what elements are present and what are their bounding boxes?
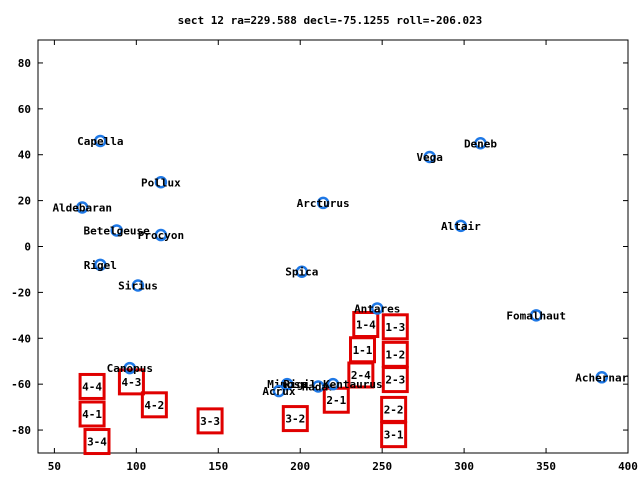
sector-box [380,421,408,449]
x-tick-label: 400 [618,460,638,473]
axis-ticks: 50 100 150 200 250 300 350 400 -80 -60 -40 -20 0 20 40… [11,40,638,473]
sector-box-label: 2-1 [326,394,346,407]
x-tick-label: 50 [48,460,61,473]
x-tick-label: 350 [536,460,556,473]
star-marker [154,176,168,189]
star-label: Acrux [262,385,295,398]
star-label: Betelgeuse [84,224,151,237]
sector-box [78,372,106,400]
star-marker [272,384,286,398]
star-marker [76,201,89,214]
sector-box-label: 4-1 [82,408,102,421]
sector-box [117,368,145,396]
sector-box [281,405,309,433]
star-label: Canopus [107,362,153,375]
star-label: Procyon [138,229,184,242]
sector-box [381,313,409,341]
sector-box-label: 1-3 [385,321,405,334]
sector-box-label: 1-1 [353,344,373,357]
sector-box-label: 3-2 [285,413,305,426]
y-tick-label: 40 [18,149,31,162]
star-marker [312,380,325,393]
y-tick-label: 60 [18,103,31,116]
sector-box-label: 3-1 [384,429,404,442]
star-label: Capella [77,135,123,148]
sector-box [347,361,375,389]
sector-box [381,366,409,394]
sector-box [196,407,224,435]
sector-box-label: 4-2 [144,399,164,412]
y-tick-label: -60 [11,378,31,391]
y-tick-label: -40 [11,332,31,345]
sector-boxes: 1-4 1-31-1 1-22-4 2-32-12-23-13-23-34-4 4-34… [78,311,409,456]
y-tick-label: 80 [18,57,31,70]
star-marker [123,361,137,375]
star-marker [316,196,330,210]
star-label: Rigil Kentaurus [283,378,382,391]
sector-box-label: 2-2 [384,403,404,416]
star-label: Deneb [464,137,497,150]
star-marker [371,302,384,315]
star-label: Vega [416,151,443,164]
chart-title: sect 12 ra=229.588 decl=-75.1255 roll=-2… [178,14,483,27]
sector-box-label: 3-4 [87,436,107,449]
star-marker [595,371,609,384]
sector-box-label: 2-4 [351,369,371,382]
star-label: Altair [441,220,481,233]
y-tick-label: 20 [18,195,31,208]
star-marker [326,377,340,391]
sector-box-label: 4-3 [121,376,141,389]
star-label: Achernar [575,371,628,384]
star-label: Aldebaran [52,201,112,214]
x-tick-label: 100 [126,460,146,473]
star-marker [474,137,487,150]
star-label: Rigel [84,259,117,272]
star-label: Sirius [118,280,158,293]
sector-box [78,400,106,428]
sector-box-label: 1-4 [356,319,376,332]
star-label: Mimosa [267,378,307,391]
star-label: Fomalhaut [506,309,566,322]
star-marker [423,150,436,164]
y-tick-label: 0 [24,241,31,254]
star-marker [94,134,107,148]
star-marker [454,219,468,233]
x-tick-label: 250 [372,460,392,473]
y-tick-label: -20 [11,286,31,299]
star-marker [280,377,294,391]
star-marker [154,228,168,242]
x-tick-label: 200 [290,460,310,473]
sector-box-label: 4-4 [82,380,102,393]
star-label: Spica [285,266,318,279]
star-marker [131,279,145,292]
star-marker [295,265,309,278]
x-tick-label: 300 [454,460,474,473]
sector-box [83,428,111,456]
sector-box-label: 2-3 [385,374,405,387]
star-marker [94,258,107,272]
sector-box [140,391,168,419]
star-marker [110,224,123,237]
sector-box-label: 1-2 [385,348,405,361]
x-tick-label: 150 [208,460,228,473]
y-tick-label: -80 [11,424,31,437]
star-label: Pollux [141,176,181,189]
star-label: Antares [354,302,400,315]
star-marker [529,309,543,322]
sector-box-label: 3-3 [200,415,220,428]
star-label: Arcturus [297,197,350,210]
